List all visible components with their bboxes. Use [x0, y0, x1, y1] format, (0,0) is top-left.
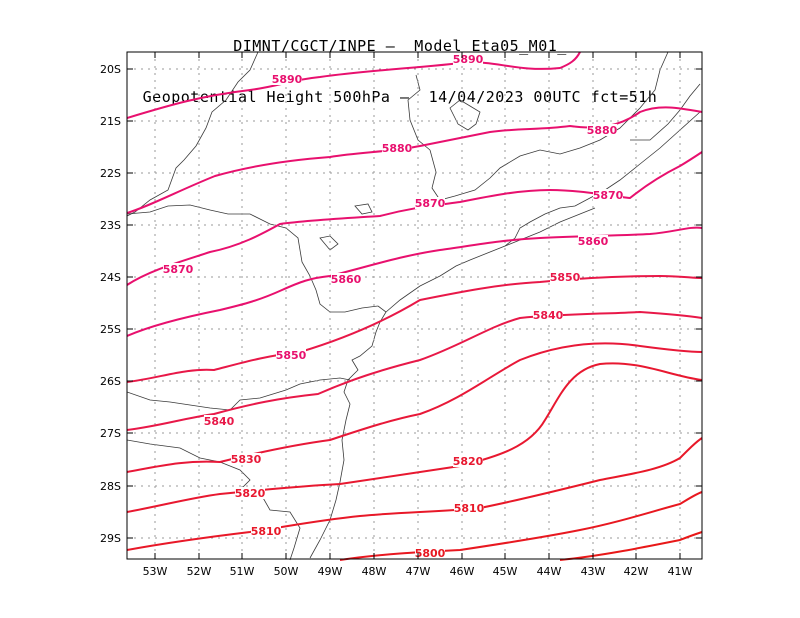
contour-label-bg: [453, 53, 483, 65]
contour-label-bg: [550, 271, 580, 283]
lat-tick-label: 27S: [100, 427, 121, 440]
coastline: [309, 305, 387, 559]
contour-5800: [339, 491, 703, 561]
reservoir: [319, 235, 339, 251]
lon-tick-label: 47W: [406, 565, 431, 578]
contour-label: 5880: [382, 142, 413, 155]
contour-5850: [126, 274, 703, 383]
gridlines: [127, 52, 702, 559]
contour-label: 5880: [587, 124, 618, 137]
state-border: [126, 51, 259, 217]
contour-5830: [126, 342, 703, 473]
contour-5790: [559, 531, 703, 561]
lat-tick-label: 23S: [100, 219, 121, 232]
title-line-1: DIMNT/CGCT/INPE – Model Eta05_M01_: [233, 37, 567, 55]
contour-label-bg: [331, 273, 361, 285]
contour-label: 5890: [272, 73, 303, 86]
lat-tick-label: 26S: [100, 375, 121, 388]
contour-label-bg: [587, 124, 617, 136]
map-frame: [126, 51, 703, 560]
contour-label: 5870: [593, 189, 624, 202]
state-border: [407, 74, 431, 151]
contour-label: 5800: [415, 547, 446, 560]
state-border: [126, 377, 351, 411]
lon-tick-label: 41W: [668, 565, 693, 578]
coastline: [385, 111, 701, 313]
lat-tick-label: 28S: [100, 480, 121, 493]
state-border: [126, 439, 301, 561]
contour-label: 5840: [204, 415, 235, 428]
lon-tick-label: 50W: [274, 565, 299, 578]
lat-tick-label: 29S: [100, 532, 121, 545]
contour-label: 5870: [163, 263, 194, 276]
contour-5880: [126, 106, 703, 214]
contour-label: 5860: [331, 273, 362, 286]
state-border: [126, 204, 379, 313]
contour-label: 5850: [550, 271, 581, 284]
reservoir: [354, 203, 373, 215]
state-border: [504, 207, 596, 247]
contour-label: 5850: [276, 349, 307, 362]
axis-tick-labels: 20S 21S 22S 23S 24S 25S 26S 27S 28S 29S 53W 52W 51W 5…: [100, 63, 693, 578]
contour-label: 5840: [533, 309, 564, 322]
lat-tick-label: 20S: [100, 63, 121, 76]
contours-layer: [126, 51, 703, 561]
contour-label-bg: [231, 453, 261, 465]
contour-5870: [126, 151, 703, 286]
contour-label-bg: [382, 142, 412, 154]
lon-tick-label: 48W: [362, 565, 387, 578]
contour-label-bg: [453, 455, 483, 467]
contour-label-bg: [533, 309, 563, 321]
contour-label-bg: [204, 415, 234, 427]
lat-tick-label: 25S: [100, 323, 121, 336]
contour-label-bg: [235, 487, 265, 499]
contour-label-bg: [272, 73, 302, 85]
lon-tick-label: 43W: [581, 565, 606, 578]
contour-5820: [126, 362, 703, 513]
contour-label-bg: [593, 189, 623, 201]
lon-tick-label: 42W: [624, 565, 649, 578]
contour-5840: [126, 310, 703, 431]
contour-label: 5820: [453, 455, 484, 468]
state-border: [630, 83, 701, 141]
contour-label: 5860: [578, 235, 609, 248]
lon-tick-label: 53W: [143, 565, 168, 578]
lat-tick-label: 22S: [100, 167, 121, 180]
axis-ticks: [127, 52, 702, 559]
map-title: DIMNT/CGCT/INPE – Model Eta05_M01_ Geopo…: [0, 4, 800, 123]
contour-label-bg: [415, 547, 445, 559]
contour-label: 5870: [415, 197, 446, 210]
contour-label-bg: [163, 263, 193, 275]
lon-tick-label: 44W: [537, 565, 562, 578]
lon-tick-label: 52W: [187, 565, 212, 578]
contour-label: 5820: [235, 487, 266, 500]
lat-tick-label: 21S: [100, 115, 121, 128]
contour-label: 5810: [251, 525, 282, 538]
contour-label: 5890: [453, 53, 484, 66]
contour-label-bg: [415, 197, 445, 209]
lat-tick-label: 24S: [100, 271, 121, 284]
contour-label-bg: [578, 235, 608, 247]
lon-tick-label: 46W: [450, 565, 475, 578]
lon-tick-label: 49W: [318, 565, 343, 578]
lon-tick-label: 51W: [230, 565, 255, 578]
contour-labels: 5890 5890 5880 5880 5870 5870 5860 5860 5870 5850…: [163, 53, 624, 560]
contour-label-bg: [251, 525, 281, 537]
contour-5860: [126, 226, 703, 337]
contour-label-bg: [276, 349, 306, 361]
lon-tick-label: 45W: [493, 565, 518, 578]
contour-label-bg: [454, 502, 484, 514]
reservoir: [449, 99, 481, 131]
contour-5890: [126, 51, 581, 119]
contour-label: 5830: [231, 453, 262, 466]
contour-label: 5810: [454, 502, 485, 515]
